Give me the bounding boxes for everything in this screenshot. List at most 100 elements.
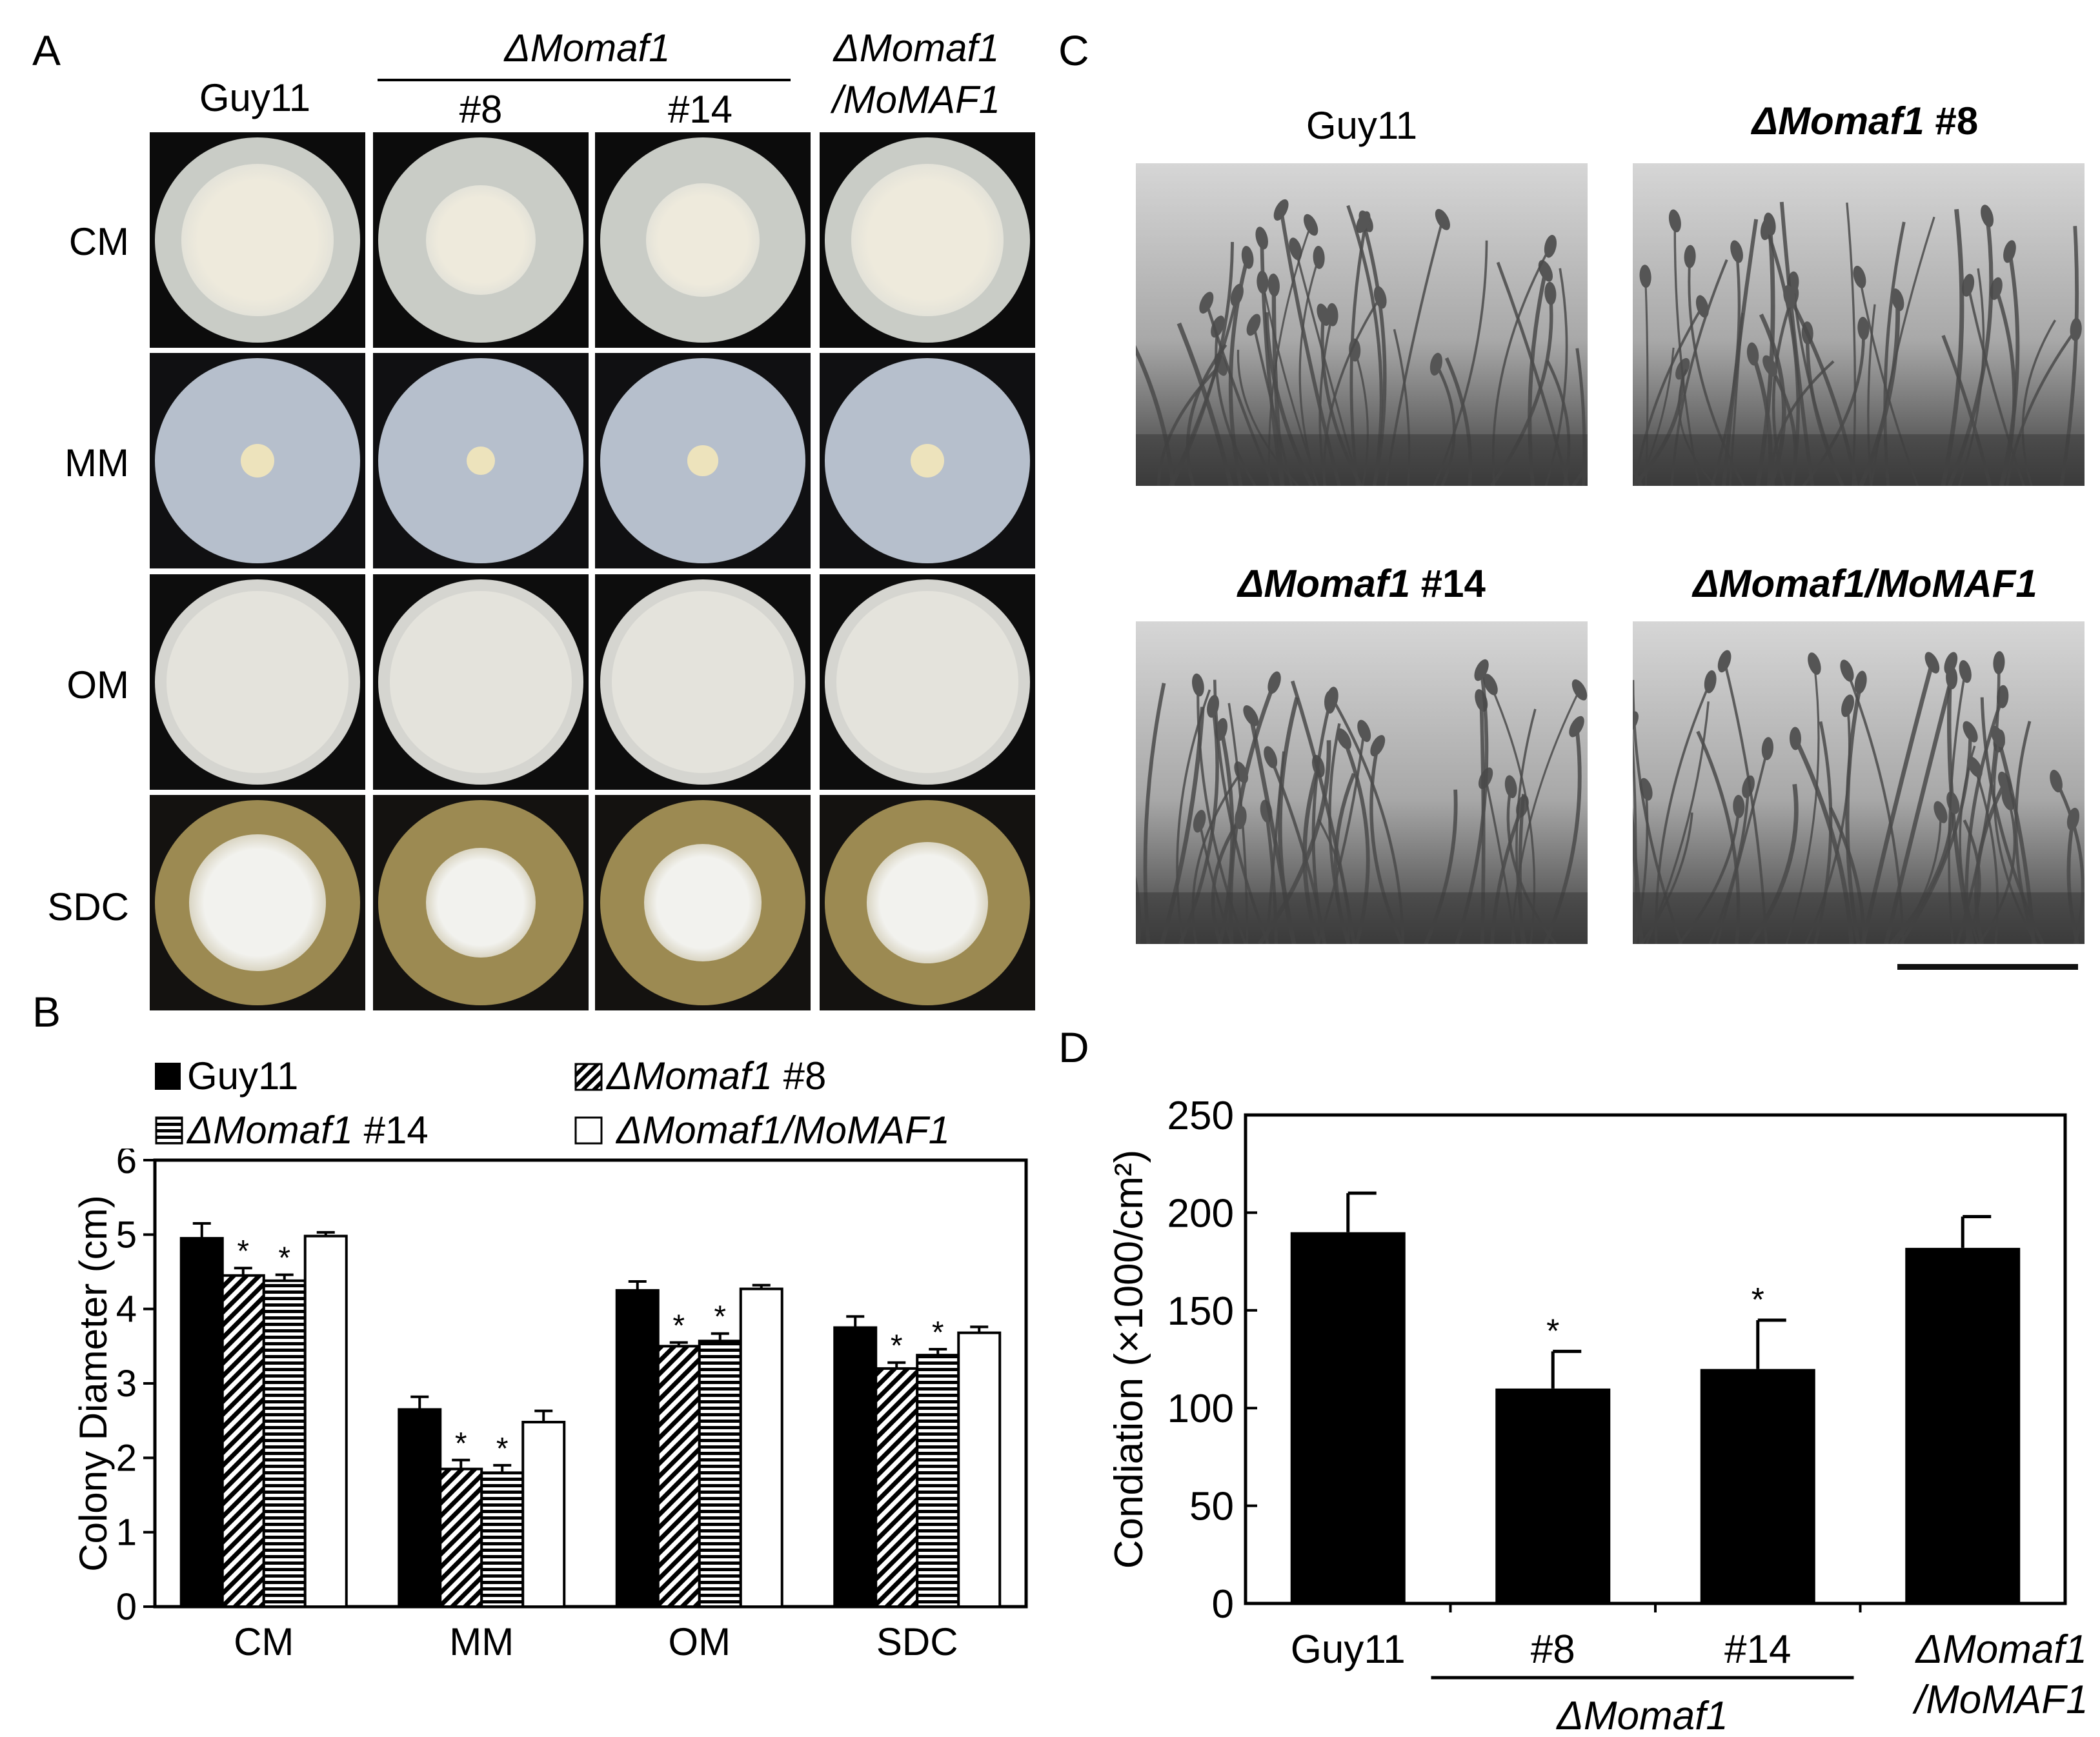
plate-cm-3 xyxy=(820,132,1035,348)
chart-b-xtick-label: CM xyxy=(234,1620,294,1663)
chart-b-bar xyxy=(698,1340,742,1608)
panel-letter-d: D xyxy=(1058,1023,1089,1071)
chart-d-conidiation: 0 50 100 150 200 250 Condiation (×1000/cm²) Guy… xyxy=(1107,1094,2088,1737)
chart-d-ytick-label: 100 xyxy=(1167,1387,1234,1431)
micro-label-guy11: Guy11 xyxy=(1306,104,1418,147)
chart-b-bar xyxy=(398,1408,442,1608)
micro-guy11 xyxy=(1136,163,1588,486)
chart-b-ytick-label: 4 xyxy=(116,1289,137,1330)
chart-d-bar xyxy=(1905,1247,2021,1603)
header-complement-line2: /MoMAF1 xyxy=(832,78,1001,121)
row-label-om: OM xyxy=(66,663,129,707)
chart-d-xtick-label: Guy11 xyxy=(1291,1627,1406,1672)
chart-d-bar xyxy=(1290,1232,1406,1603)
chart-d-xtick-label: ΔMomaf1 xyxy=(1914,1627,2087,1672)
chart-b-ytick-label: 0 xyxy=(116,1586,137,1628)
chart-d-xtick-label: #8 xyxy=(1531,1627,1575,1672)
plate-om-1 xyxy=(373,574,589,790)
plate-cm-0 xyxy=(150,132,365,348)
plate-mm-3 xyxy=(820,353,1035,568)
legend-swatch-momaf1-14 xyxy=(155,1116,183,1145)
header-complement-line1: ΔMomaf1 xyxy=(833,26,1000,70)
header-strain-8: #8 xyxy=(459,88,503,131)
legend-label-momaf1-8: ΔMomaf1 #8 xyxy=(607,1054,827,1098)
plate-mm-0 xyxy=(150,353,365,568)
row-label-mm: MM xyxy=(65,441,129,485)
legend-label-complement: ΔMomaf1/MoMAF1 xyxy=(616,1109,951,1152)
header-group-line xyxy=(378,79,791,81)
plate-sdc-1 xyxy=(373,795,589,1010)
header-mutant-group: ΔMomaf1 xyxy=(504,26,671,70)
row-label-cm: CM xyxy=(68,220,129,263)
header-guy11: Guy11 xyxy=(199,76,311,119)
chart-b-significance-mark: * xyxy=(237,1234,249,1269)
chart-b-xtick-label: SDC xyxy=(876,1620,958,1663)
panel-letter-b: B xyxy=(32,988,61,1036)
chart-b-bar xyxy=(221,1274,265,1608)
chart-b-bar xyxy=(916,1354,960,1608)
chart-d-bar xyxy=(1700,1369,1815,1603)
legend-swatch-complement xyxy=(574,1116,603,1145)
plate-om-3 xyxy=(820,574,1035,790)
chart-b-bar xyxy=(439,1467,483,1608)
row-label-sdc: SDC xyxy=(47,885,129,929)
chart-b-significance-mark: * xyxy=(891,1329,903,1363)
chart-b-significance-mark: * xyxy=(496,1432,509,1466)
chart-d-significance-mark: * xyxy=(1546,1312,1559,1350)
chart-d-xtick-label: #14 xyxy=(1724,1627,1791,1672)
chart-b-ylabel: Colony Diameter (cm) xyxy=(72,1195,115,1571)
legend-swatch-guy11 xyxy=(155,1063,181,1090)
plate-mm-2 xyxy=(595,353,811,568)
chart-d-ytick-label: 150 xyxy=(1167,1289,1234,1334)
micro-complement xyxy=(1633,621,2085,944)
scale-bar xyxy=(1897,964,2078,970)
chart-d-ytick-label: 250 xyxy=(1167,1094,1234,1138)
chart-b-significance-mark: * xyxy=(714,1300,726,1334)
panel-letter-c: C xyxy=(1058,26,1089,74)
legend-label-guy11: Guy11 xyxy=(187,1054,299,1098)
chart-b-xtick-label: MM xyxy=(449,1620,514,1663)
chart-b-ytick-label: 1 xyxy=(116,1512,137,1554)
chart-d-group-label: ΔMomaf1 xyxy=(1555,1694,1728,1737)
chart-b-bar xyxy=(521,1420,566,1608)
chart-b-ytick-label: 3 xyxy=(116,1363,137,1405)
micro-label-momaf1-14: ΔMomaf1 #14 xyxy=(1238,562,1486,605)
chart-b-bar xyxy=(739,1287,783,1608)
micro-momaf1-14 xyxy=(1136,621,1588,944)
chart-d-bar xyxy=(1495,1388,1611,1603)
chart-b-bar xyxy=(303,1234,348,1608)
plate-om-2 xyxy=(595,574,811,790)
chart-b-ytick-label: 5 xyxy=(116,1214,137,1256)
chart-d-xtick-label: /MoMAF1 xyxy=(1912,1678,2088,1722)
chart-b-bar xyxy=(656,1345,701,1608)
chart-b-ytick-label: 2 xyxy=(116,1437,137,1479)
plate-cm-2 xyxy=(595,132,811,348)
header-strain-14: #14 xyxy=(667,88,733,131)
chart-b-bar xyxy=(480,1471,525,1608)
chart-d-ylabel: Condiation (×1000/cm²) xyxy=(1107,1150,1151,1569)
chart-b-significance-mark: * xyxy=(672,1309,685,1343)
chart-b-bar xyxy=(179,1237,224,1609)
plate-mm-1 xyxy=(373,353,589,568)
chart-d-significance-mark: * xyxy=(1752,1281,1764,1319)
chart-b-xtick-label: OM xyxy=(668,1620,731,1663)
micro-momaf1-8 xyxy=(1633,163,2085,486)
chart-b-significance-mark: * xyxy=(278,1241,290,1276)
plate-sdc-0 xyxy=(150,795,365,1010)
legend-label-momaf1-14: ΔMomaf1 #14 xyxy=(187,1109,429,1152)
chart-b-bar xyxy=(833,1326,878,1608)
panel-letter-a: A xyxy=(32,26,61,74)
chart-d-ytick-label: 50 xyxy=(1189,1485,1234,1529)
chart-d-ytick-label: 200 xyxy=(1167,1191,1234,1236)
plate-cm-1 xyxy=(373,132,589,348)
plate-sdc-2 xyxy=(595,795,811,1010)
micro-label-complement: ΔMomaf1/MoMAF1 xyxy=(1693,562,2037,605)
micro-label-momaf1-8: ΔMomaf1 #8 xyxy=(1752,99,1979,143)
chart-b-significance-mark: * xyxy=(932,1316,944,1350)
chart-b-bar xyxy=(874,1367,919,1608)
chart-b-significance-mark: * xyxy=(455,1427,467,1461)
chart-b-bar xyxy=(262,1279,307,1608)
plate-om-0 xyxy=(150,574,365,790)
plate-sdc-3 xyxy=(820,795,1035,1010)
